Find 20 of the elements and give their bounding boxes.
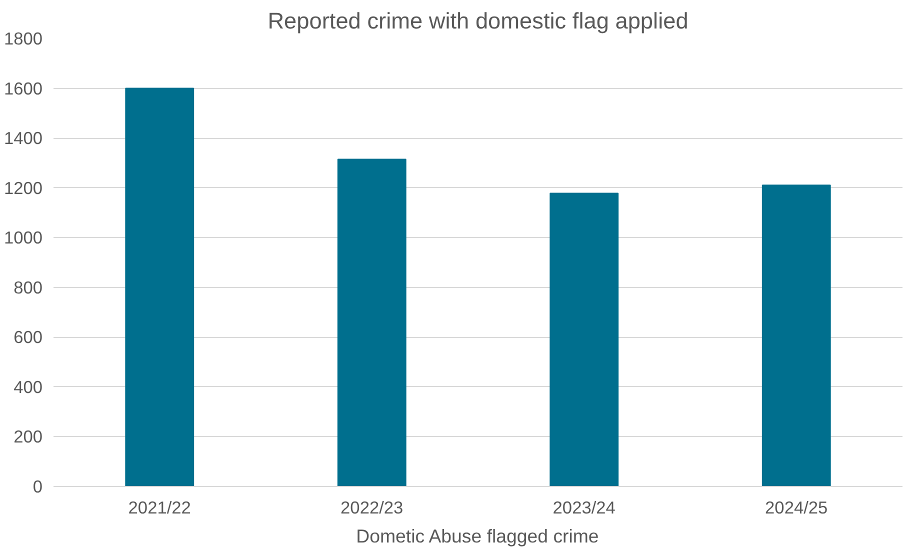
bar — [550, 192, 619, 486]
y-tick-label: 1200 — [4, 178, 43, 198]
y-tick-label: 0 — [32, 476, 43, 496]
bar — [125, 88, 194, 486]
x-tick-label: 2024/25 — [765, 498, 828, 518]
y-tick-label: 1800 — [4, 28, 43, 48]
x-tick-label: 2023/24 — [552, 498, 616, 518]
y-tick-label: 600 — [14, 327, 43, 348]
y-tick-label: 800 — [14, 277, 43, 298]
y-tick-label: 200 — [14, 426, 43, 447]
bar — [337, 158, 406, 486]
y-tick-label: 1000 — [4, 228, 43, 248]
x-tick-label: 2022/23 — [340, 498, 404, 518]
chart-title: Reported crime with domestic flag applied — [268, 8, 688, 34]
bar — [762, 184, 831, 486]
y-tick-label: 400 — [14, 376, 43, 397]
y-tick-label: 1600 — [4, 78, 43, 98]
y-tick-label: 1400 — [4, 128, 43, 148]
x-axis-title: Dometic Abuse flagged crime — [356, 526, 599, 546]
x-tick-label: 2021/22 — [128, 498, 191, 518]
